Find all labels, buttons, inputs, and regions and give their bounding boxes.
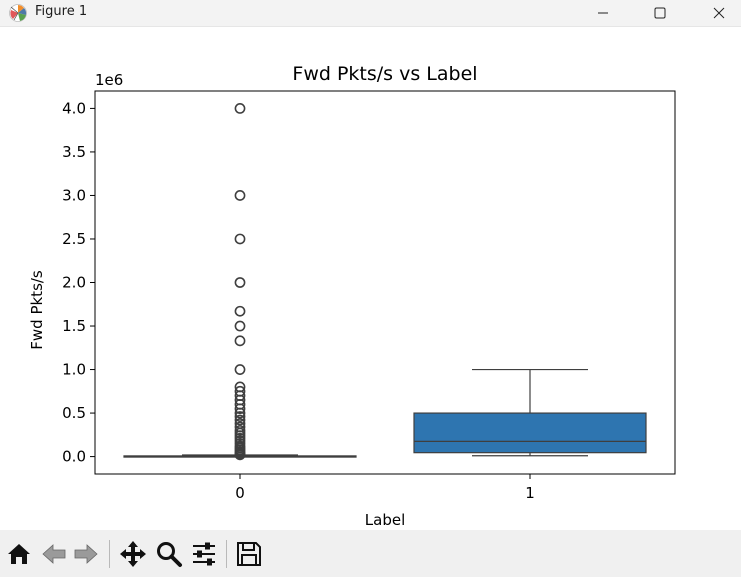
outlier-point bbox=[234, 190, 246, 201]
minimize-icon bbox=[598, 12, 608, 14]
boxplot-chart: Fwd Pkts/s vs Label 1e6 Fwd Pkts/s Label… bbox=[28, 63, 676, 529]
save-button[interactable] bbox=[233, 538, 265, 570]
plot-frame bbox=[94, 90, 676, 475]
window-title: Figure 1 bbox=[35, 4, 88, 19]
y-tick-label: 4.0 bbox=[62, 99, 86, 117]
matplotlib-logo-icon bbox=[9, 4, 27, 22]
window-titlebar: Figure 1 bbox=[0, 0, 741, 27]
y-tick-label: 1.0 bbox=[62, 361, 86, 379]
outlier-point bbox=[234, 335, 246, 347]
outlier-point bbox=[234, 411, 246, 422]
home-icon bbox=[8, 544, 30, 564]
y-offset-label: 1e6 bbox=[95, 71, 123, 89]
outlier-point bbox=[234, 233, 246, 245]
toolbar-separator bbox=[109, 540, 110, 568]
y-tick-label: 0.0 bbox=[62, 448, 86, 466]
y-tick-label: 1.5 bbox=[62, 317, 86, 335]
outlier-point bbox=[234, 403, 246, 415]
forward-button[interactable] bbox=[70, 538, 102, 570]
back-button[interactable] bbox=[38, 538, 70, 570]
y-tick-label: 2.0 bbox=[62, 274, 86, 292]
boxplot-boxes bbox=[123, 103, 647, 461]
chart-title: Fwd Pkts/s vs Label bbox=[292, 63, 477, 85]
outlier-point bbox=[234, 364, 246, 375]
move-icon bbox=[120, 541, 146, 567]
floppy-icon bbox=[237, 542, 261, 566]
box-category-0 bbox=[123, 103, 357, 461]
x-axis-label: Label bbox=[365, 511, 405, 529]
y-tick-label: 3.0 bbox=[62, 186, 86, 204]
y-axis-ticks: 0.0 0.5 1.0 1.5 2.0 2.5 3.0 3.5 4.0 bbox=[62, 99, 95, 466]
outlier-point bbox=[234, 414, 246, 426]
arrow-right-icon bbox=[74, 544, 98, 564]
y-tick-label: 2.5 bbox=[62, 230, 86, 248]
sliders-icon bbox=[193, 542, 215, 566]
x-tick-label: 0 bbox=[235, 484, 245, 502]
outlier-point bbox=[234, 407, 246, 419]
configure-button[interactable] bbox=[188, 538, 220, 570]
box-iqr bbox=[413, 412, 647, 454]
maximize-icon bbox=[654, 7, 666, 19]
y-axis-label: Fwd Pkts/s bbox=[28, 270, 46, 350]
maximize-button[interactable] bbox=[631, 0, 689, 26]
close-button[interactable] bbox=[690, 0, 741, 26]
outlier-point bbox=[234, 103, 246, 114]
arrow-left-icon bbox=[42, 544, 66, 564]
minimize-button[interactable] bbox=[574, 0, 632, 26]
box-category-1 bbox=[413, 368, 647, 457]
zoom-button[interactable] bbox=[153, 538, 185, 570]
outlier-point bbox=[234, 305, 246, 317]
pan-button[interactable] bbox=[117, 538, 149, 570]
navigation-toolbar bbox=[0, 530, 741, 577]
magnifier-icon bbox=[157, 542, 182, 567]
close-icon bbox=[713, 7, 725, 19]
home-button[interactable] bbox=[3, 538, 35, 570]
outlier-point bbox=[234, 277, 246, 288]
y-tick-label: 3.5 bbox=[62, 143, 86, 161]
outlier-point bbox=[234, 449, 246, 461]
y-tick-label: 0.5 bbox=[62, 404, 86, 422]
toolbar-separator bbox=[226, 540, 227, 568]
outlier-point bbox=[234, 320, 246, 332]
x-tick-label: 1 bbox=[525, 484, 535, 502]
